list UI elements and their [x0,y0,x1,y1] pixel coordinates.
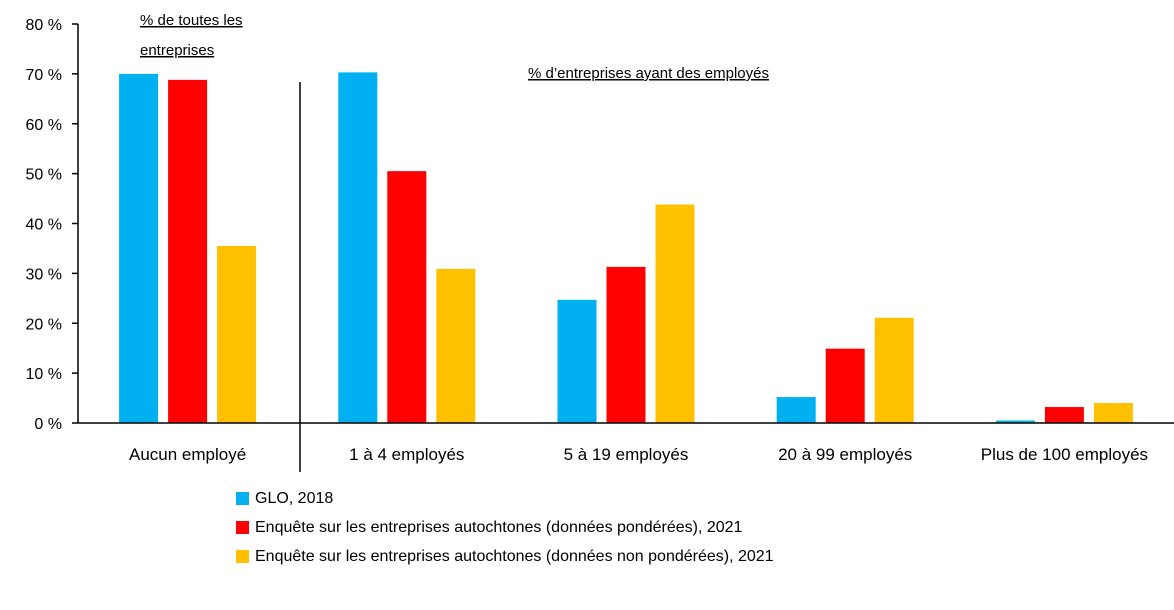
legend: GLO, 2018 Enquête sur les entreprises au… [236,484,774,571]
y-tick-label: 60 % [26,117,62,134]
legend-item-unweighted: Enquête sur les entreprises autochtones … [236,542,774,571]
bar-series3-cat3 [655,204,695,423]
y-tick-label: 80 % [26,17,62,34]
bars-group [119,72,1133,424]
y-tick-label: 40 % [26,217,62,234]
bar-series1-cat2 [338,72,378,423]
annotation-all-businesses-line2: entreprises [140,42,214,59]
legend-swatch-unweighted [236,550,249,563]
y-tick-label: 0 % [34,416,62,433]
y-tick-label: 30 % [26,266,62,283]
y-tick-label: 20 % [26,316,62,333]
x-category-label: Aucun employé [129,445,246,464]
legend-label-glo: GLO, 2018 [255,489,334,507]
bar-series2-cat4 [825,348,865,423]
legend-item-weighted: Enquête sur les entreprises autochtones … [236,513,774,542]
bar-series3-cat2 [436,268,476,423]
bar-series2-cat3 [606,266,646,423]
bar-series2-cat5 [1044,407,1084,423]
bar-series1-cat4 [776,397,816,423]
bar-series3-cat1 [217,245,257,423]
bar-series1-cat1 [119,73,159,423]
bar-series3-cat4 [874,317,914,423]
legend-label-unweighted: Enquête sur les entreprises autochtones … [255,547,774,565]
annotation-businesses-with-employees: % d’entreprises ayant des employés [528,65,769,82]
bar-series2-cat2 [387,171,427,423]
bar-series1-cat5 [995,420,1035,423]
bar-series2-cat1 [168,79,208,424]
legend-item-glo: GLO, 2018 [236,484,774,513]
y-tick-label: 50 % [26,167,62,184]
x-category-label: 5 à 19 employés [564,445,689,464]
x-category-label: 20 à 99 employés [778,445,912,464]
annotation-all-businesses-line1: % de toutes les [140,12,243,29]
bar-series1-cat3 [557,299,597,423]
legend-label-weighted: Enquête sur les entreprises autochtones … [255,518,743,536]
legend-swatch-glo [236,492,249,505]
y-tick-label: 70 % [26,67,62,84]
legend-swatch-weighted [236,521,249,534]
y-tick-label: 10 % [26,366,62,383]
bar-series3-cat5 [1093,403,1133,423]
y-axis-ticks: 0 % 10 % 20 % 30 % 40 % 50 % 60 % 70 % 80 % [26,17,78,433]
x-category-label: Plus de 100 employés [981,445,1148,464]
x-axis-categories: Aucun employé 1 à 4 employés 5 à 19 employ… [129,445,1148,464]
x-category-label: 1 à 4 employés [349,445,464,464]
